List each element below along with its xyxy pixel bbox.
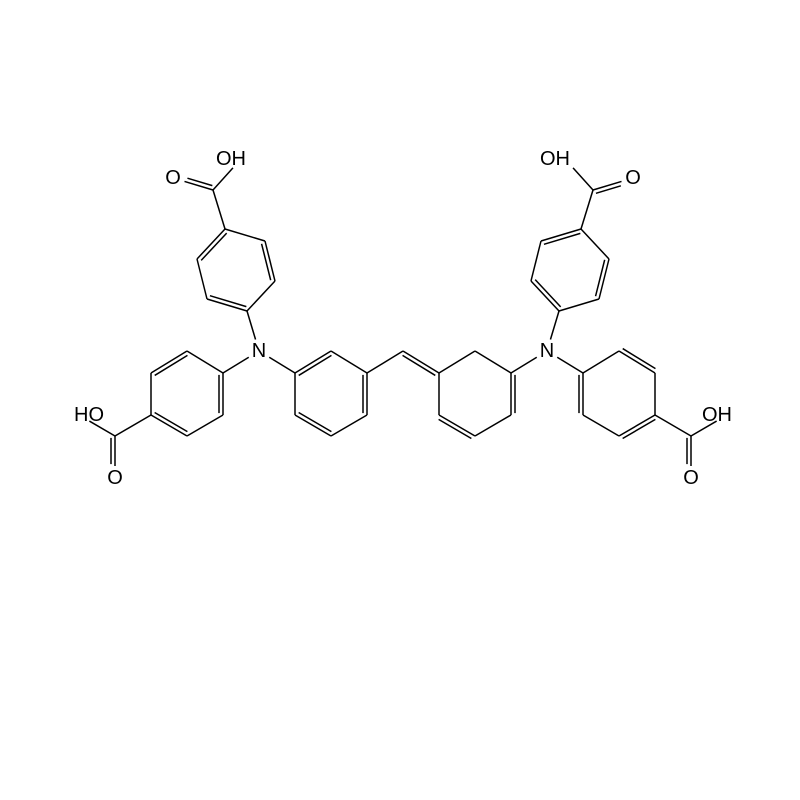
bond-line bbox=[439, 415, 475, 436]
bond-line bbox=[655, 415, 691, 436]
bond-line bbox=[155, 412, 188, 431]
bond-line bbox=[115, 415, 151, 436]
bond-line bbox=[531, 241, 541, 281]
bond-line bbox=[247, 281, 275, 311]
bond-line bbox=[367, 351, 403, 373]
atom-label: OH bbox=[540, 148, 570, 170]
atom-label: HO bbox=[74, 404, 104, 426]
bond-line bbox=[531, 281, 559, 311]
bond-line bbox=[331, 351, 367, 373]
bond-line bbox=[331, 415, 367, 436]
bond-line bbox=[581, 190, 593, 229]
bond-line bbox=[269, 357, 295, 373]
atom-label: O bbox=[107, 467, 123, 489]
bond-line bbox=[593, 181, 622, 190]
bond-line bbox=[535, 280, 560, 307]
chemical-structure-diagram: NNOHOOOHOOHOOH bbox=[0, 0, 800, 800]
bond-line bbox=[213, 168, 233, 190]
bond-line bbox=[403, 355, 436, 375]
atom-label: OH bbox=[216, 148, 246, 170]
bond-line bbox=[295, 351, 331, 373]
bond-line bbox=[583, 415, 619, 436]
bond-line bbox=[187, 178, 212, 185]
bond-line bbox=[403, 351, 439, 373]
bond-line bbox=[223, 357, 249, 373]
atom-label: OH bbox=[702, 404, 732, 426]
bond-line bbox=[187, 415, 223, 436]
bond-line bbox=[151, 351, 187, 373]
bond-line bbox=[559, 299, 599, 311]
bond-line bbox=[623, 349, 656, 369]
bond-line bbox=[262, 244, 271, 280]
bond-line bbox=[550, 311, 559, 340]
bond-line bbox=[439, 419, 472, 438]
atom-label: O bbox=[165, 167, 181, 189]
bond-line bbox=[151, 415, 187, 436]
bond-line bbox=[475, 415, 511, 436]
bond-line bbox=[225, 229, 265, 241]
bond-line bbox=[247, 311, 256, 340]
bond-line bbox=[596, 260, 605, 296]
atom-label: O bbox=[625, 167, 641, 189]
bond-line bbox=[299, 412, 332, 431]
bond-line bbox=[581, 229, 609, 259]
bond-line bbox=[596, 186, 621, 193]
bond-line bbox=[213, 190, 225, 229]
bond-line bbox=[511, 357, 537, 373]
atom-label: N bbox=[252, 340, 266, 362]
bond-line bbox=[619, 415, 655, 436]
bond-line bbox=[187, 351, 223, 373]
bond-line bbox=[201, 233, 226, 260]
bond-line bbox=[197, 229, 225, 259]
atom-label: O bbox=[683, 467, 699, 489]
bond-line bbox=[299, 355, 332, 375]
bond-line bbox=[197, 259, 207, 299]
bond-line bbox=[155, 355, 188, 375]
bond-line bbox=[583, 351, 619, 373]
bond-line bbox=[295, 415, 331, 436]
bond-line bbox=[184, 181, 213, 190]
bond-line bbox=[623, 419, 656, 438]
bond-line bbox=[557, 357, 583, 373]
atom-label: N bbox=[540, 340, 554, 362]
bond-line bbox=[573, 168, 593, 190]
bond-line bbox=[619, 351, 655, 373]
bond-line bbox=[439, 351, 475, 373]
bond-line bbox=[475, 351, 511, 373]
